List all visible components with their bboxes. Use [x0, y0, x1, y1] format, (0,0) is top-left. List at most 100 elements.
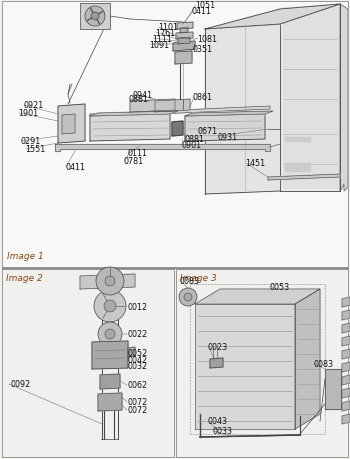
Polygon shape [90, 115, 170, 142]
Text: 0351: 0351 [193, 45, 213, 54]
Polygon shape [178, 38, 190, 45]
Polygon shape [177, 23, 193, 30]
Text: 0861: 0861 [193, 93, 213, 102]
Text: 1101: 1101 [158, 23, 178, 33]
Polygon shape [342, 401, 350, 411]
Polygon shape [173, 42, 195, 52]
Circle shape [94, 291, 126, 322]
Text: 0022: 0022 [128, 330, 148, 339]
Text: 0881: 0881 [129, 95, 149, 104]
Text: 0032: 0032 [128, 362, 148, 371]
Polygon shape [342, 388, 350, 398]
Text: 0671: 0671 [198, 127, 218, 136]
Text: 0781: 0781 [124, 157, 144, 166]
Polygon shape [342, 310, 350, 320]
Text: 0291: 0291 [20, 137, 40, 146]
Polygon shape [325, 369, 341, 409]
Polygon shape [130, 100, 175, 113]
Polygon shape [80, 274, 135, 289]
Text: 0083: 0083 [314, 360, 334, 369]
Polygon shape [210, 358, 223, 368]
Circle shape [85, 7, 105, 27]
Bar [2, 269, 174, 457]
Text: 0111: 0111 [128, 149, 148, 158]
Polygon shape [195, 289, 320, 304]
Text: 1551: 1551 [25, 145, 45, 154]
Text: Image 2: Image 2 [6, 274, 43, 282]
Polygon shape [155, 100, 190, 113]
Circle shape [91, 13, 99, 21]
Text: 0411: 0411 [192, 7, 212, 17]
Circle shape [96, 268, 124, 295]
Circle shape [105, 329, 115, 339]
Polygon shape [205, 5, 340, 30]
Text: 0881: 0881 [185, 135, 205, 144]
Polygon shape [175, 52, 192, 65]
Text: 0072: 0072 [128, 406, 148, 414]
Polygon shape [285, 138, 310, 142]
Text: Image 1: Image 1 [7, 252, 44, 261]
Text: 0901: 0901 [182, 141, 202, 150]
Text: 1081: 1081 [197, 34, 217, 44]
Text: 0921: 0921 [23, 101, 43, 110]
Text: 1761: 1761 [155, 28, 175, 38]
Polygon shape [342, 375, 350, 385]
Polygon shape [342, 362, 350, 372]
Text: 0043: 0043 [208, 417, 228, 425]
Polygon shape [268, 174, 340, 180]
Polygon shape [342, 414, 350, 424]
Text: 0023: 0023 [208, 343, 228, 352]
Text: 1901: 1901 [18, 109, 38, 118]
Circle shape [104, 300, 116, 312]
Polygon shape [195, 304, 295, 429]
Polygon shape [100, 374, 120, 389]
Polygon shape [342, 323, 350, 333]
Polygon shape [90, 112, 178, 117]
Circle shape [184, 293, 192, 302]
Text: 1111: 1111 [152, 34, 172, 44]
Polygon shape [58, 105, 85, 144]
Polygon shape [295, 289, 320, 429]
Circle shape [179, 288, 197, 306]
Bar [176, 269, 348, 457]
Polygon shape [185, 112, 273, 117]
Text: 0092: 0092 [10, 380, 30, 389]
Polygon shape [128, 347, 135, 357]
Bar [80, 4, 110, 30]
Polygon shape [55, 145, 270, 151]
Polygon shape [205, 25, 280, 195]
Text: 0931: 0931 [218, 132, 238, 141]
Text: 1091: 1091 [149, 40, 169, 50]
Text: 0012: 0012 [128, 302, 148, 311]
Polygon shape [180, 28, 188, 34]
Text: 0083: 0083 [180, 277, 200, 286]
Circle shape [105, 276, 115, 286]
Text: 0053: 0053 [270, 282, 290, 291]
Text: 1451: 1451 [245, 159, 265, 168]
Text: 0411: 0411 [65, 163, 85, 172]
Polygon shape [340, 5, 348, 191]
Bar [2, 2, 348, 268]
Polygon shape [185, 115, 265, 142]
Text: 1051: 1051 [195, 1, 215, 11]
Polygon shape [98, 393, 122, 411]
Polygon shape [280, 5, 340, 191]
Polygon shape [342, 297, 350, 308]
Text: Image 3: Image 3 [180, 274, 217, 282]
Text: 0033: 0033 [213, 426, 233, 436]
Text: 0941: 0941 [133, 90, 153, 99]
Polygon shape [342, 349, 350, 359]
Polygon shape [92, 341, 128, 369]
Polygon shape [342, 336, 350, 346]
Polygon shape [283, 8, 338, 189]
Text: 0042: 0042 [128, 356, 148, 365]
Text: 0052: 0052 [128, 349, 148, 358]
Text: 0062: 0062 [128, 381, 148, 390]
Text: 0072: 0072 [128, 397, 148, 407]
Polygon shape [172, 122, 183, 137]
Polygon shape [285, 164, 310, 172]
Polygon shape [62, 115, 75, 134]
Polygon shape [90, 107, 270, 118]
Polygon shape [176, 33, 193, 40]
Circle shape [98, 322, 122, 346]
